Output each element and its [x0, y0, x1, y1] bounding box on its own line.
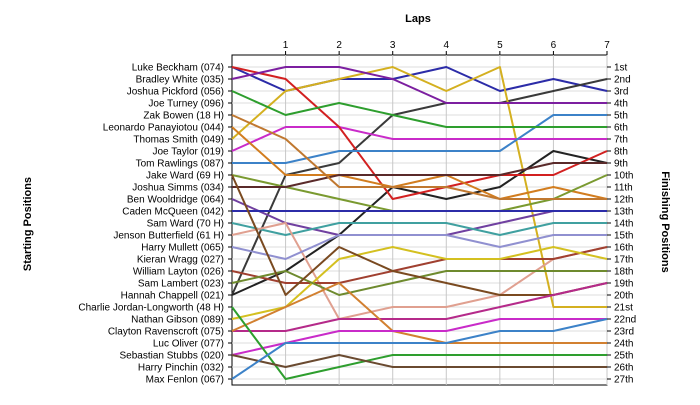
start-label: Harry Pinchin (032) [138, 363, 224, 374]
series-line-18 [231, 114, 607, 200]
finish-label: 17th [614, 255, 633, 266]
start-label: Sam Lambert (023) [138, 279, 224, 290]
finish-label: 7th [614, 135, 628, 146]
series-line-22 [231, 174, 608, 296]
start-label: Joshua Simms (034) [132, 183, 224, 194]
finish-label: 9th [614, 159, 628, 170]
start-label: Harry Mullett (065) [141, 243, 224, 254]
lap-tick-label: 7 [604, 40, 610, 51]
lap-tick-label: 2 [336, 40, 342, 51]
start-label: Tom Rawlings (087) [136, 159, 224, 170]
series-line-8 [231, 90, 607, 128]
series-line-28 [231, 318, 608, 380]
series-line-24 [231, 282, 607, 344]
series-lines [231, 66, 608, 380]
finish-label: 2nd [614, 75, 631, 86]
start-label: Jake Ward (69 H) [146, 171, 224, 182]
start-label: Charlie Jordan-Longworth (48 H) [78, 303, 224, 314]
finish-label: 24th [614, 339, 633, 350]
lap-tick-label: 1 [283, 40, 289, 51]
finish-label: 26th [614, 363, 633, 374]
start-label: Luke Beckham (074) [132, 63, 224, 74]
right-axis-title: Finishing Positions [659, 171, 671, 272]
start-label: Thomas Smith (049) [133, 135, 224, 146]
finish-label: 23rd [614, 327, 634, 338]
start-label: Clayton Ravenscroft (075) [108, 327, 224, 338]
start-label: Leonardo Panayiotou (044) [103, 123, 224, 134]
finish-label: 1st [614, 63, 628, 74]
left-axis-title: Starting Positions [22, 177, 34, 271]
start-label: Joe Turney (096) [148, 99, 224, 110]
start-label: Caden McQueen (042) [122, 207, 224, 218]
x-axis-title: Laps [405, 13, 431, 25]
starting-position-labels: Luke Beckham (074)Bradley White (035)Jos… [78, 63, 232, 386]
series-line-25 [231, 318, 607, 356]
finish-label: 11th [614, 183, 633, 194]
series-line-12 [232, 162, 607, 188]
start-label: Joshua Pickford (056) [127, 87, 224, 98]
finish-label: 20th [614, 291, 633, 302]
finish-label: 8th [614, 147, 628, 158]
series-line-7 [232, 114, 607, 164]
finish-label: 22nd [614, 315, 636, 326]
series-line-14 [231, 222, 607, 236]
finish-label: 16th [614, 243, 633, 254]
series-line-10 [231, 126, 608, 200]
start-label: Kieran Wragg (027) [137, 255, 224, 266]
plot-area [231, 54, 608, 386]
series-line-9 [231, 66, 607, 104]
finish-label: 10th [614, 171, 633, 182]
series-line-20 [231, 246, 608, 320]
start-label: Sam Ward (70 H) [147, 219, 224, 230]
finish-label: 19th [614, 279, 633, 290]
chart-grid [231, 51, 608, 386]
finish-label: 5th [614, 111, 628, 122]
finish-label: 25th [614, 351, 633, 362]
lap-tick-label: 5 [497, 40, 503, 51]
finish-label: 6th [614, 123, 628, 134]
start-label: Nathan Gibson (089) [131, 315, 224, 326]
start-label: Hannah Chappell (021) [121, 291, 224, 302]
series-line-16 [231, 234, 607, 260]
start-label: Joe Taylor (019) [152, 147, 224, 158]
series-line-15 [231, 222, 608, 320]
start-label: Max Fenlon (067) [146, 375, 224, 386]
finish-label: 21st [614, 303, 633, 314]
start-label: Ben Wooldridge (064) [127, 195, 224, 206]
finish-label: 18th [614, 267, 633, 278]
series-line-27 [231, 354, 607, 368]
start-label: Bradley White (035) [136, 75, 224, 86]
start-label: Zak Bowen (18 H) [143, 111, 224, 122]
finish-label: 3rd [614, 87, 628, 98]
lap-tick-labels: 1 2 3 4 5 6 7 [283, 40, 610, 51]
series-line-6 [231, 66, 608, 200]
finish-label: 13th [614, 207, 633, 218]
series-line-23 [232, 282, 608, 332]
start-label: William Layton (026) [133, 267, 224, 278]
start-label: Luc Oliver (077) [153, 339, 224, 350]
finishing-position-labels: 1st2nd3rd4th5th6th7th8th9th10th11th12th1… [607, 63, 636, 386]
finish-label: 4th [614, 99, 628, 110]
series-line-26 [231, 306, 607, 380]
finish-label: 14th [614, 219, 633, 230]
series-line-19 [231, 246, 608, 284]
finish-label: 12th [614, 195, 633, 206]
finish-label: 27th [614, 375, 633, 386]
series-line-4 [231, 126, 607, 152]
start-label: Jenson Butterfield (61 H) [113, 231, 224, 242]
lap-tick-label: 3 [390, 40, 396, 51]
series-line-2 [231, 78, 608, 296]
lap-tick-label: 6 [551, 40, 557, 51]
series-line-3 [231, 66, 607, 308]
finish-label: 15th [614, 231, 633, 242]
start-label: Sebastian Stubbs (020) [119, 351, 224, 362]
lap-tick-label: 4 [444, 40, 450, 51]
